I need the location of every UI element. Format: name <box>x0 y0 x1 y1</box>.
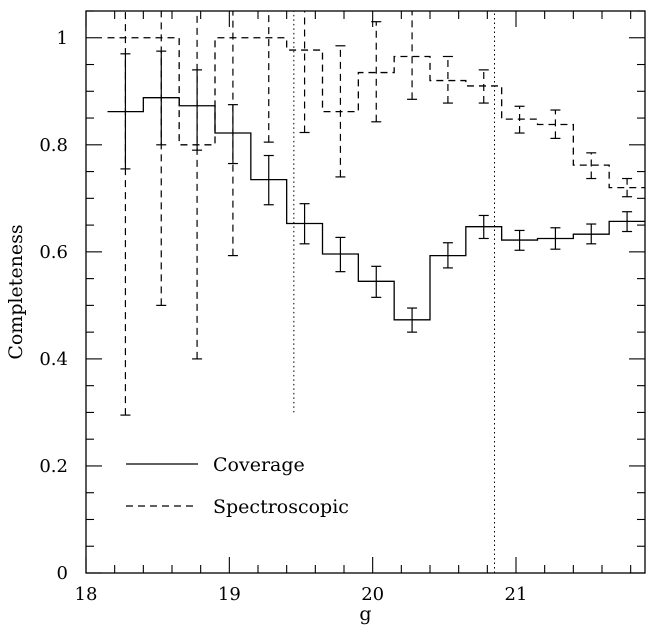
y-tick-label: 0 <box>57 563 68 584</box>
x-axis-title: g <box>359 603 371 625</box>
x-tick-label: 19 <box>218 584 241 605</box>
y-axis-title: Completeness <box>5 224 27 359</box>
y-tick-label: 0.2 <box>39 456 68 477</box>
plot-frame <box>85 10 646 574</box>
y-tick-label: 0.4 <box>39 349 68 370</box>
legend: Coverage Spectroscopic <box>126 454 349 518</box>
y-tick-label: 1 <box>57 28 68 49</box>
x-tick-label: 21 <box>505 584 528 605</box>
legend-label-spectroscopic: Spectroscopic <box>213 496 349 518</box>
x-tick-label: 20 <box>361 584 384 605</box>
y-tick-label: 0.6 <box>39 242 68 263</box>
x-tick-label: 18 <box>75 584 98 605</box>
y-tick-label: 0.8 <box>39 135 68 156</box>
legend-label-coverage: Coverage <box>213 454 305 476</box>
